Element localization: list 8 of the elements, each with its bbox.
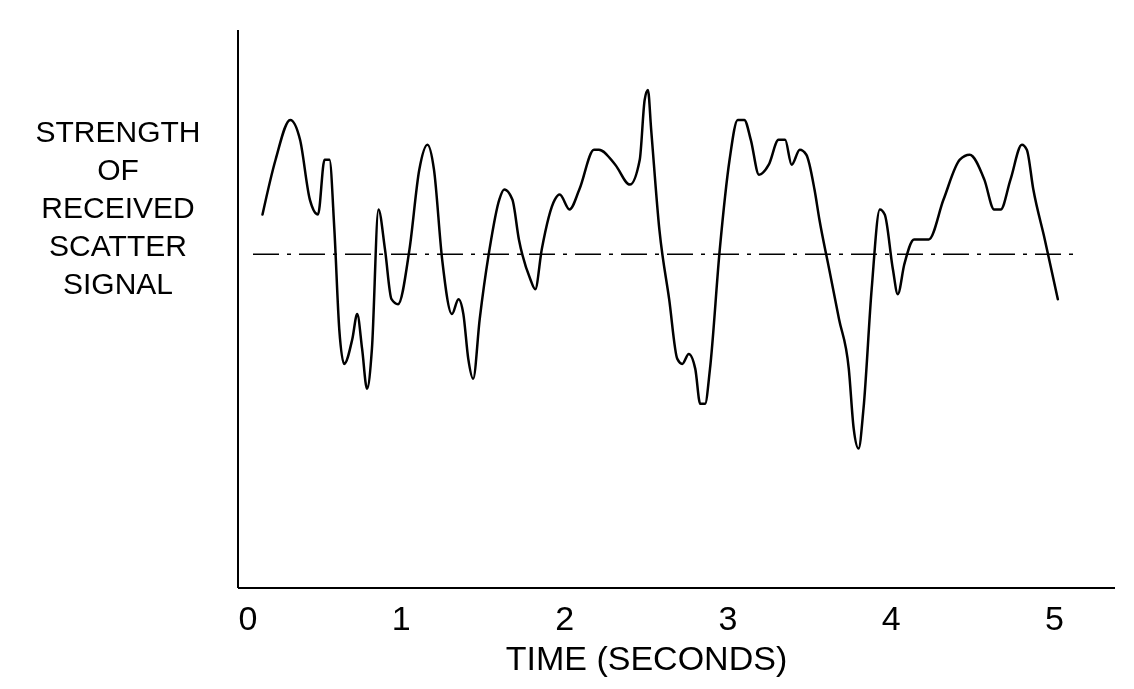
x-axis-title: TIME (SECONDS) xyxy=(505,639,788,677)
x-tick-label: 5 xyxy=(1045,599,1065,637)
x-tick-label: 1 xyxy=(391,599,411,637)
y-axis-title: STRENGTH OF RECEIVED SCATTER SIGNAL xyxy=(35,115,201,300)
x-tick-label: 3 xyxy=(718,599,738,637)
x-tick-label: 2 xyxy=(555,599,575,637)
x-tick-label: 4 xyxy=(881,599,901,637)
x-tick-label: 0 xyxy=(238,599,258,637)
